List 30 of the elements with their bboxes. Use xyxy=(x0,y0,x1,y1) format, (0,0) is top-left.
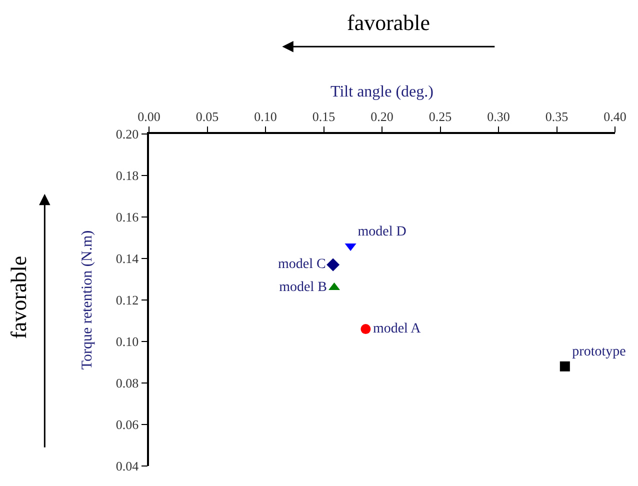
x-tick-label: 0.40 xyxy=(604,109,626,124)
text: favorable xyxy=(6,256,31,339)
x-axis-title: Tilt angle (deg.) xyxy=(330,83,434,100)
y-axis-title: Torque retention (N.m) xyxy=(80,230,96,370)
y-tick-label: 0.12 xyxy=(116,292,139,308)
y-tick-label: 0.08 xyxy=(116,376,139,391)
x-tick-label: 0.10 xyxy=(254,109,277,124)
x-tick-label: 0.20 xyxy=(370,109,394,124)
y-tick-label: 0.14 xyxy=(116,251,140,266)
series-label: model B xyxy=(279,280,327,296)
point xyxy=(560,361,570,372)
series-label: model D xyxy=(358,224,406,240)
text: favorable xyxy=(347,10,430,35)
point xyxy=(326,258,340,272)
series-label: prototype xyxy=(572,344,626,360)
y-tick-label: 0.04 xyxy=(116,458,140,474)
x-tick-label: 0.30 xyxy=(487,109,510,124)
y-tick-label: 0.20 xyxy=(116,126,139,142)
y-tick-label: 0.06 xyxy=(116,417,140,432)
x-tick-label: 0.00 xyxy=(138,109,160,124)
x-tick-label: 0.35 xyxy=(545,109,568,124)
x-tick-label: 0.15 xyxy=(312,109,336,124)
point xyxy=(360,324,371,334)
x-tick-label: 0.05 xyxy=(196,109,219,124)
y-tick-label: 0.10 xyxy=(116,334,139,350)
y-tick-label: 0.16 xyxy=(116,210,140,225)
x-tick-label: 0.25 xyxy=(428,109,452,124)
series-label: model A xyxy=(372,322,422,337)
y-tick-label: 0.18 xyxy=(116,168,139,184)
series-label: model C xyxy=(278,257,326,272)
